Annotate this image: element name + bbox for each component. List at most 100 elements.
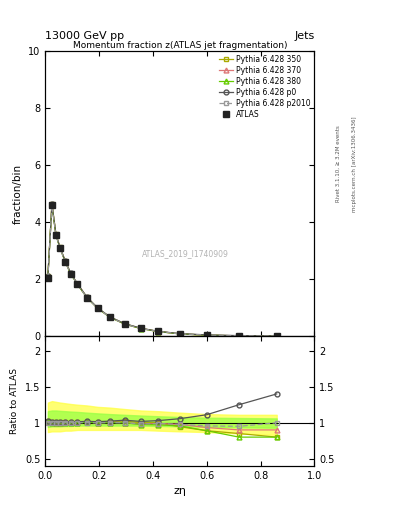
- Pythia 6.428 p2010: [204, 332, 209, 338]
- Legend: Pythia 6.428 350, Pythia 6.428 370, Pythia 6.428 380, Pythia 6.428 p0, Pythia 6.: Pythia 6.428 350, Pythia 6.428 370, Pyth…: [218, 53, 312, 120]
- ATLAS: [138, 325, 143, 331]
- Pythia 6.428 350: [178, 331, 182, 337]
- Text: ATLAS_2019_I1740909: ATLAS_2019_I1740909: [142, 249, 229, 259]
- Pythia 6.428 p0: [68, 270, 73, 276]
- Pythia 6.428 380: [63, 259, 68, 265]
- Line: Pythia 6.428 380: Pythia 6.428 380: [46, 203, 279, 338]
- Pythia 6.428 p2010: [63, 259, 68, 265]
- Pythia 6.428 370: [53, 232, 58, 238]
- Pythia 6.428 p0: [46, 273, 50, 280]
- Pythia 6.428 p0: [178, 331, 182, 337]
- Pythia 6.428 p0: [156, 328, 161, 334]
- Pythia 6.428 370: [122, 321, 127, 327]
- ATLAS: [50, 202, 54, 208]
- Pythia 6.428 380: [95, 305, 100, 311]
- Pythia 6.428 p2010: [50, 202, 54, 208]
- Pythia 6.428 350: [95, 305, 100, 311]
- Pythia 6.428 380: [204, 332, 209, 338]
- Pythia 6.428 370: [58, 245, 62, 251]
- Pythia 6.428 p0: [204, 332, 209, 338]
- Pythia 6.428 370: [107, 314, 112, 320]
- Pythia 6.428 350: [58, 244, 62, 250]
- ATLAS: [46, 275, 50, 281]
- Pythia 6.428 p2010: [95, 305, 100, 311]
- Pythia 6.428 350: [68, 270, 73, 276]
- Pythia 6.428 p2010: [75, 282, 80, 288]
- Pythia 6.428 p0: [58, 244, 62, 250]
- Line: Pythia 6.428 p2010: Pythia 6.428 p2010: [46, 203, 279, 338]
- ATLAS: [237, 333, 241, 339]
- Line: ATLAS: ATLAS: [45, 202, 279, 339]
- Line: Pythia 6.428 350: Pythia 6.428 350: [46, 201, 279, 338]
- Pythia 6.428 p0: [237, 332, 241, 338]
- Pythia 6.428 380: [75, 282, 80, 288]
- ATLAS: [58, 245, 62, 251]
- Pythia 6.428 p0: [107, 314, 112, 320]
- Pythia 6.428 p2010: [156, 329, 161, 335]
- Pythia 6.428 380: [84, 294, 89, 301]
- Pythia 6.428 370: [95, 305, 100, 311]
- Text: Jets: Jets: [294, 31, 314, 41]
- Pythia 6.428 p0: [63, 259, 68, 265]
- Pythia 6.428 p0: [95, 305, 100, 311]
- Pythia 6.428 370: [50, 202, 54, 208]
- Pythia 6.428 350: [53, 231, 58, 238]
- Pythia 6.428 350: [204, 332, 209, 338]
- ATLAS: [107, 314, 112, 321]
- Pythia 6.428 p2010: [237, 333, 241, 339]
- ATLAS: [63, 259, 68, 265]
- Pythia 6.428 p2010: [53, 232, 58, 238]
- ATLAS: [95, 305, 100, 311]
- Pythia 6.428 380: [156, 329, 161, 335]
- Pythia 6.428 350: [46, 273, 50, 280]
- Pythia 6.428 350: [237, 333, 241, 339]
- Pythia 6.428 p0: [50, 201, 54, 207]
- Text: Rivet 3.1.10, ≥ 3.2M events: Rivet 3.1.10, ≥ 3.2M events: [336, 125, 341, 202]
- Pythia 6.428 p0: [84, 294, 89, 300]
- Pythia 6.428 380: [53, 232, 58, 238]
- X-axis label: zη: zη: [173, 486, 186, 496]
- Pythia 6.428 350: [138, 325, 143, 331]
- Pythia 6.428 370: [156, 329, 161, 335]
- Pythia 6.428 380: [237, 333, 241, 339]
- Y-axis label: fraction/bin: fraction/bin: [13, 164, 22, 224]
- Pythia 6.428 p0: [138, 325, 143, 331]
- Pythia 6.428 350: [50, 201, 54, 207]
- Pythia 6.428 370: [274, 333, 279, 339]
- Pythia 6.428 350: [274, 333, 279, 339]
- Pythia 6.428 p0: [53, 231, 58, 238]
- Pythia 6.428 370: [84, 294, 89, 301]
- Y-axis label: Ratio to ATLAS: Ratio to ATLAS: [10, 368, 19, 434]
- Pythia 6.428 p0: [122, 321, 127, 327]
- Pythia 6.428 380: [50, 202, 54, 208]
- Pythia 6.428 p2010: [68, 271, 73, 277]
- Pythia 6.428 380: [107, 314, 112, 321]
- Pythia 6.428 380: [138, 326, 143, 332]
- ATLAS: [84, 295, 89, 301]
- Pythia 6.428 350: [122, 321, 127, 327]
- Pythia 6.428 p2010: [122, 321, 127, 327]
- Pythia 6.428 p0: [75, 281, 80, 287]
- Pythia 6.428 350: [156, 328, 161, 334]
- Pythia 6.428 370: [68, 271, 73, 277]
- Pythia 6.428 p2010: [107, 314, 112, 321]
- ATLAS: [122, 321, 127, 327]
- ATLAS: [156, 328, 161, 334]
- Pythia 6.428 380: [58, 245, 62, 251]
- Pythia 6.428 p2010: [138, 326, 143, 332]
- Title: Momentum fraction z(ATLAS jet fragmentation): Momentum fraction z(ATLAS jet fragmentat…: [73, 41, 287, 50]
- Pythia 6.428 p2010: [46, 275, 50, 281]
- Pythia 6.428 p2010: [58, 245, 62, 251]
- Pythia 6.428 p2010: [178, 331, 182, 337]
- Pythia 6.428 380: [274, 333, 279, 339]
- Text: mcplots.cern.ch [arXiv:1306.3436]: mcplots.cern.ch [arXiv:1306.3436]: [352, 116, 357, 211]
- Pythia 6.428 370: [178, 331, 182, 337]
- Pythia 6.428 370: [63, 259, 68, 265]
- ATLAS: [68, 271, 73, 277]
- Pythia 6.428 370: [138, 326, 143, 332]
- Pythia 6.428 370: [204, 332, 209, 338]
- Pythia 6.428 350: [75, 281, 80, 287]
- Line: Pythia 6.428 p0: Pythia 6.428 p0: [46, 202, 279, 338]
- Line: Pythia 6.428 370: Pythia 6.428 370: [46, 202, 279, 338]
- Pythia 6.428 370: [46, 273, 50, 280]
